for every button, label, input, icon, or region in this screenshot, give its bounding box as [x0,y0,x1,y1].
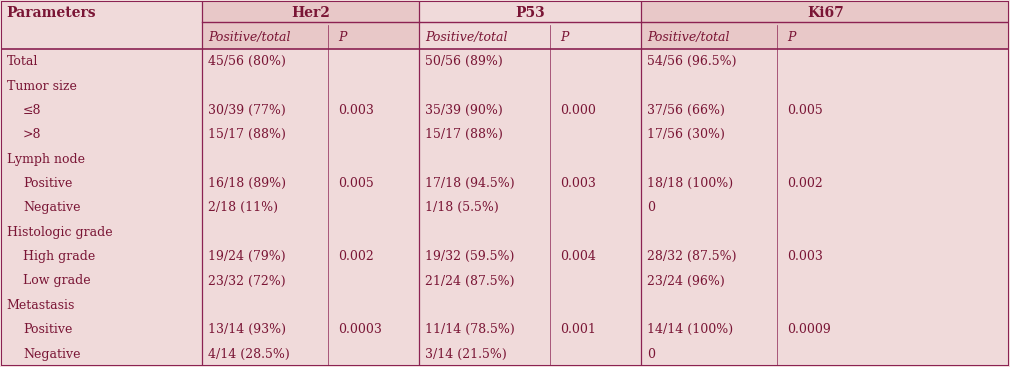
Text: 0.004: 0.004 [561,250,596,263]
Bar [1,98,1009,123]
Text: 30/39 (77%): 30/39 (77%) [208,104,286,117]
Text: P53: P53 [515,6,545,20]
Text: Metastasis: Metastasis [7,299,75,312]
Bar [1,196,1009,220]
Text: 13/14 (93%): 13/14 (93%) [208,323,287,336]
Text: 0.003: 0.003 [561,177,596,190]
Text: 11/14 (78.5%): 11/14 (78.5%) [425,323,515,336]
Text: 18/18 (100%): 18/18 (100%) [647,177,733,190]
Bar [1,123,1009,147]
Bar [202,1,419,25]
Bar [1,50,1009,74]
Text: Tumor size: Tumor size [7,80,77,92]
Text: 0.000: 0.000 [561,104,596,117]
Text: 14/14 (100%): 14/14 (100%) [647,323,733,336]
Text: 4/14 (28.5%): 4/14 (28.5%) [208,348,290,361]
Text: 2/18 (11%): 2/18 (11%) [208,201,279,214]
Text: 0.002: 0.002 [788,177,823,190]
Bar [202,25,419,50]
Bar [641,1,1009,25]
Text: 23/24 (96%): 23/24 (96%) [647,275,725,287]
Bar [1,74,1009,98]
Text: Positive/total: Positive/total [208,31,291,44]
Text: 0: 0 [647,201,655,214]
Text: 21/24 (87.5%): 21/24 (87.5%) [425,275,515,287]
Text: P: P [788,31,796,44]
Bar [1,171,1009,196]
Bar [1,25,202,50]
Text: 3/14 (21.5%): 3/14 (21.5%) [425,348,507,361]
Bar [1,1,202,25]
Text: Low grade: Low grade [23,275,91,287]
Text: 45/56 (80%): 45/56 (80%) [208,55,287,68]
Text: 15/17 (88%): 15/17 (88%) [425,128,503,141]
Bar [419,1,641,25]
Text: Positive: Positive [23,177,73,190]
Bar [1,293,1009,317]
Text: 54/56 (96.5%): 54/56 (96.5%) [647,55,736,68]
Text: Lymph node: Lymph node [7,153,85,166]
Text: 0.001: 0.001 [561,323,596,336]
Text: Her2: Her2 [292,6,330,20]
Text: 19/32 (59.5%): 19/32 (59.5%) [425,250,515,263]
Bar [1,244,1009,269]
Text: >8: >8 [23,128,41,141]
Bar [419,25,641,50]
Bar [1,147,1009,171]
Text: 15/17 (88%): 15/17 (88%) [208,128,287,141]
Text: 16/18 (89%): 16/18 (89%) [208,177,287,190]
Text: 19/24 (79%): 19/24 (79%) [208,250,286,263]
Text: 17/18 (94.5%): 17/18 (94.5%) [425,177,515,190]
Text: 0.005: 0.005 [788,104,823,117]
Text: ≤8: ≤8 [23,104,41,117]
Text: P: P [561,31,569,44]
Text: Negative: Negative [23,201,81,214]
Bar [1,342,1009,366]
Text: Parameters: Parameters [7,6,96,20]
Bar [1,269,1009,293]
Text: Negative: Negative [23,348,81,361]
Text: 17/56 (30%): 17/56 (30%) [647,128,725,141]
Text: Ki67: Ki67 [807,6,843,20]
Text: 0.003: 0.003 [788,250,823,263]
Text: Positive: Positive [23,323,73,336]
Text: 35/39 (90%): 35/39 (90%) [425,104,503,117]
Bar [641,25,1009,50]
Bar [1,317,1009,342]
Text: High grade: High grade [23,250,95,263]
Text: 50/56 (89%): 50/56 (89%) [425,55,503,68]
Text: 23/32 (72%): 23/32 (72%) [208,275,286,287]
Text: Positive/total: Positive/total [425,31,508,44]
Text: 1/18 (5.5%): 1/18 (5.5%) [425,201,499,214]
Text: Positive/total: Positive/total [647,31,729,44]
Text: 0.003: 0.003 [338,104,375,117]
Text: 0.0003: 0.0003 [338,323,383,336]
Text: 0.005: 0.005 [338,177,375,190]
Text: 0.0009: 0.0009 [788,323,831,336]
Text: 37/56 (66%): 37/56 (66%) [647,104,725,117]
Bar [1,220,1009,244]
Text: 0.002: 0.002 [338,250,375,263]
Text: 0: 0 [647,348,655,361]
Text: Histologic grade: Histologic grade [7,226,112,239]
Text: P: P [338,31,347,44]
Text: Total: Total [7,55,38,68]
Text: 28/32 (87.5%): 28/32 (87.5%) [647,250,736,263]
